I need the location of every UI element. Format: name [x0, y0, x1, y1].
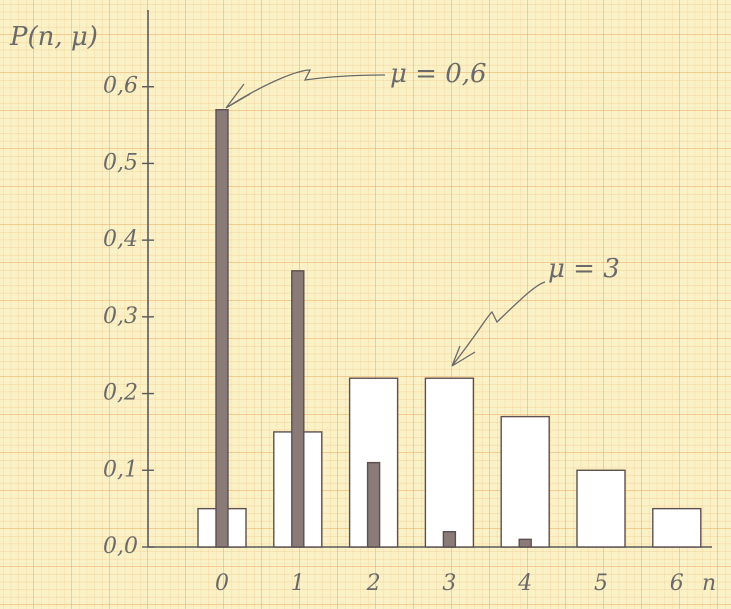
y-tick-label: 0,1	[103, 457, 138, 482]
bar	[292, 271, 304, 547]
x-axis-label: n	[702, 571, 716, 596]
y-axis-label: P(n, μ)	[9, 22, 98, 52]
bar	[425, 378, 473, 547]
bar	[443, 532, 455, 547]
y-tick-label: 0,4	[103, 227, 138, 252]
annotation: μ = 0,6	[390, 59, 487, 89]
bar	[216, 110, 228, 547]
x-tick-label: 2	[366, 571, 381, 596]
x-tick-label: 3	[442, 571, 456, 596]
x-tick-label: 0	[215, 571, 229, 596]
chart: P(n, μ) n μ = 0,6 μ = 3 0,0 0,1 0,2 0,3 0,4 0…	[0, 0, 731, 609]
y-tick-label: 0,5	[103, 150, 138, 175]
x-tick-label: 6	[670, 571, 684, 596]
x-tick-label: 1	[291, 571, 305, 596]
bar	[577, 470, 625, 547]
page: {"chart_data": {"type": "bar", "y_label"…	[0, 0, 731, 609]
y-tick-label: 0,3	[103, 304, 138, 329]
bar	[653, 509, 701, 547]
x-tick-label: 5	[594, 571, 608, 596]
x-tick-label: 4	[517, 571, 532, 596]
y-tick-label: 0,6	[103, 74, 138, 99]
bar	[519, 539, 531, 547]
bar	[501, 417, 549, 547]
bar	[368, 463, 380, 547]
annotation: μ = 3	[548, 254, 620, 284]
y-tick-label: 0,0	[103, 534, 138, 559]
y-tick-label: 0,2	[103, 381, 138, 406]
